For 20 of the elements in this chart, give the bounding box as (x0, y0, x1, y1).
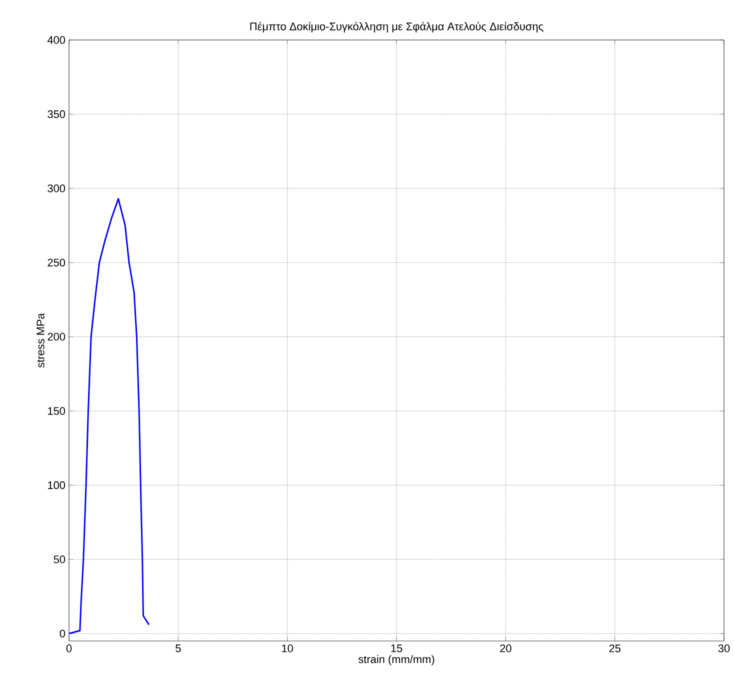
x-tick-label: 20 (500, 644, 512, 652)
y-axis-title: stress MPa (36, 313, 44, 368)
x-tick-label: 0 (66, 644, 72, 652)
y-tick-label: 0 (60, 630, 66, 638)
x-tick-label: 10 (282, 644, 293, 652)
chart-title: Πέμπτο Δοκίμιο-Συγκόλληση με Σφάλμα Ατελούς Διείσδυσης (250, 22, 544, 32)
y-tick-label: 400 (47, 36, 66, 44)
y-tick-label: 150 (48, 407, 66, 415)
x-tick-label: 30 (718, 644, 730, 652)
x-tick-label: 25 (609, 644, 620, 652)
y-tick-label: 50 (54, 556, 66, 564)
y-tick-label: 200 (48, 332, 66, 341)
x-tick-label: 5 (176, 644, 181, 652)
y-tick-label: 250 (48, 258, 66, 266)
x-tick-label: 15 (391, 644, 402, 652)
y-tick-label: 350 (48, 110, 66, 118)
y-tick-label: 300 (48, 184, 66, 192)
line-series (69, 198, 150, 634)
y-tick-label: 100 (48, 481, 66, 490)
x-axis-title: strain (mm/mm) (358, 655, 434, 666)
